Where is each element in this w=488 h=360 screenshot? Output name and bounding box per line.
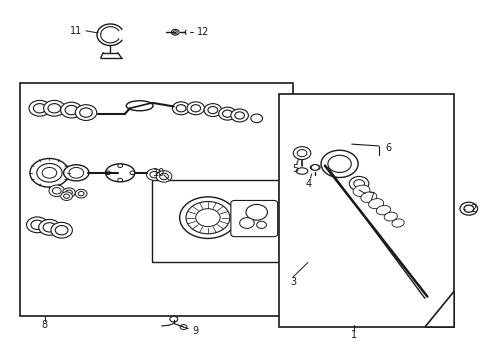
Circle shape [222, 110, 232, 117]
Ellipse shape [296, 168, 307, 174]
Text: 7: 7 [367, 192, 374, 202]
Circle shape [37, 163, 62, 182]
Circle shape [176, 105, 185, 112]
Circle shape [55, 226, 68, 235]
Text: 4: 4 [305, 179, 311, 189]
Circle shape [65, 105, 78, 115]
Circle shape [80, 108, 92, 117]
Circle shape [48, 104, 61, 113]
Circle shape [159, 173, 168, 180]
Text: 9: 9 [192, 325, 199, 336]
Circle shape [327, 155, 350, 172]
Circle shape [250, 114, 262, 123]
Circle shape [26, 217, 48, 233]
Ellipse shape [376, 206, 390, 215]
Circle shape [29, 100, 50, 116]
Circle shape [118, 178, 122, 182]
Circle shape [49, 185, 64, 197]
Circle shape [118, 164, 122, 167]
Text: 1: 1 [350, 330, 357, 340]
Ellipse shape [391, 219, 404, 227]
Ellipse shape [63, 165, 89, 181]
Circle shape [218, 107, 236, 120]
Text: 2: 2 [469, 204, 476, 214]
Circle shape [463, 205, 473, 212]
Ellipse shape [310, 165, 320, 170]
FancyBboxPatch shape [230, 201, 277, 237]
Circle shape [30, 158, 69, 187]
Circle shape [459, 202, 477, 215]
Circle shape [75, 189, 87, 198]
Circle shape [61, 192, 72, 201]
Circle shape [230, 109, 248, 122]
Circle shape [256, 221, 266, 228]
Circle shape [43, 100, 65, 116]
Circle shape [63, 194, 69, 198]
Text: 11: 11 [70, 26, 82, 36]
Text: 8: 8 [41, 320, 47, 330]
Circle shape [186, 102, 204, 115]
Circle shape [353, 180, 364, 188]
Circle shape [75, 105, 97, 121]
Circle shape [42, 167, 57, 178]
Circle shape [169, 316, 177, 322]
Circle shape [62, 188, 75, 197]
Circle shape [43, 223, 56, 232]
Bar [152, 180, 278, 262]
Bar [20, 83, 293, 316]
Circle shape [61, 102, 82, 118]
Circle shape [234, 112, 244, 119]
Circle shape [65, 190, 72, 195]
Circle shape [293, 147, 310, 159]
Circle shape [179, 197, 236, 238]
Circle shape [130, 171, 135, 175]
Text: 12: 12 [197, 27, 209, 37]
Bar [278, 94, 453, 327]
Circle shape [195, 209, 220, 226]
Polygon shape [424, 291, 453, 327]
Circle shape [180, 324, 186, 329]
Circle shape [348, 176, 368, 191]
Circle shape [203, 104, 221, 117]
Text: 6: 6 [385, 143, 390, 153]
Circle shape [190, 105, 200, 112]
Ellipse shape [360, 192, 376, 203]
Circle shape [185, 202, 229, 234]
Ellipse shape [126, 101, 153, 111]
Circle shape [173, 31, 177, 34]
Circle shape [78, 192, 84, 196]
Circle shape [239, 218, 254, 228]
Circle shape [51, 222, 72, 238]
Ellipse shape [368, 199, 383, 209]
Circle shape [52, 188, 61, 194]
Circle shape [297, 149, 306, 157]
Circle shape [31, 220, 43, 229]
Circle shape [156, 171, 171, 182]
Ellipse shape [105, 164, 135, 182]
Ellipse shape [384, 212, 397, 221]
Circle shape [150, 171, 158, 178]
Circle shape [172, 102, 189, 115]
Ellipse shape [352, 185, 369, 197]
Circle shape [311, 165, 319, 170]
Circle shape [33, 104, 46, 113]
Circle shape [39, 220, 60, 235]
Circle shape [69, 167, 83, 178]
Circle shape [105, 171, 110, 175]
Circle shape [171, 30, 179, 35]
Circle shape [321, 150, 357, 177]
Text: 5: 5 [292, 164, 298, 174]
Circle shape [146, 169, 162, 180]
Text: 10: 10 [153, 168, 165, 178]
Circle shape [245, 204, 267, 220]
Circle shape [207, 107, 217, 114]
Text: 3: 3 [289, 277, 296, 287]
